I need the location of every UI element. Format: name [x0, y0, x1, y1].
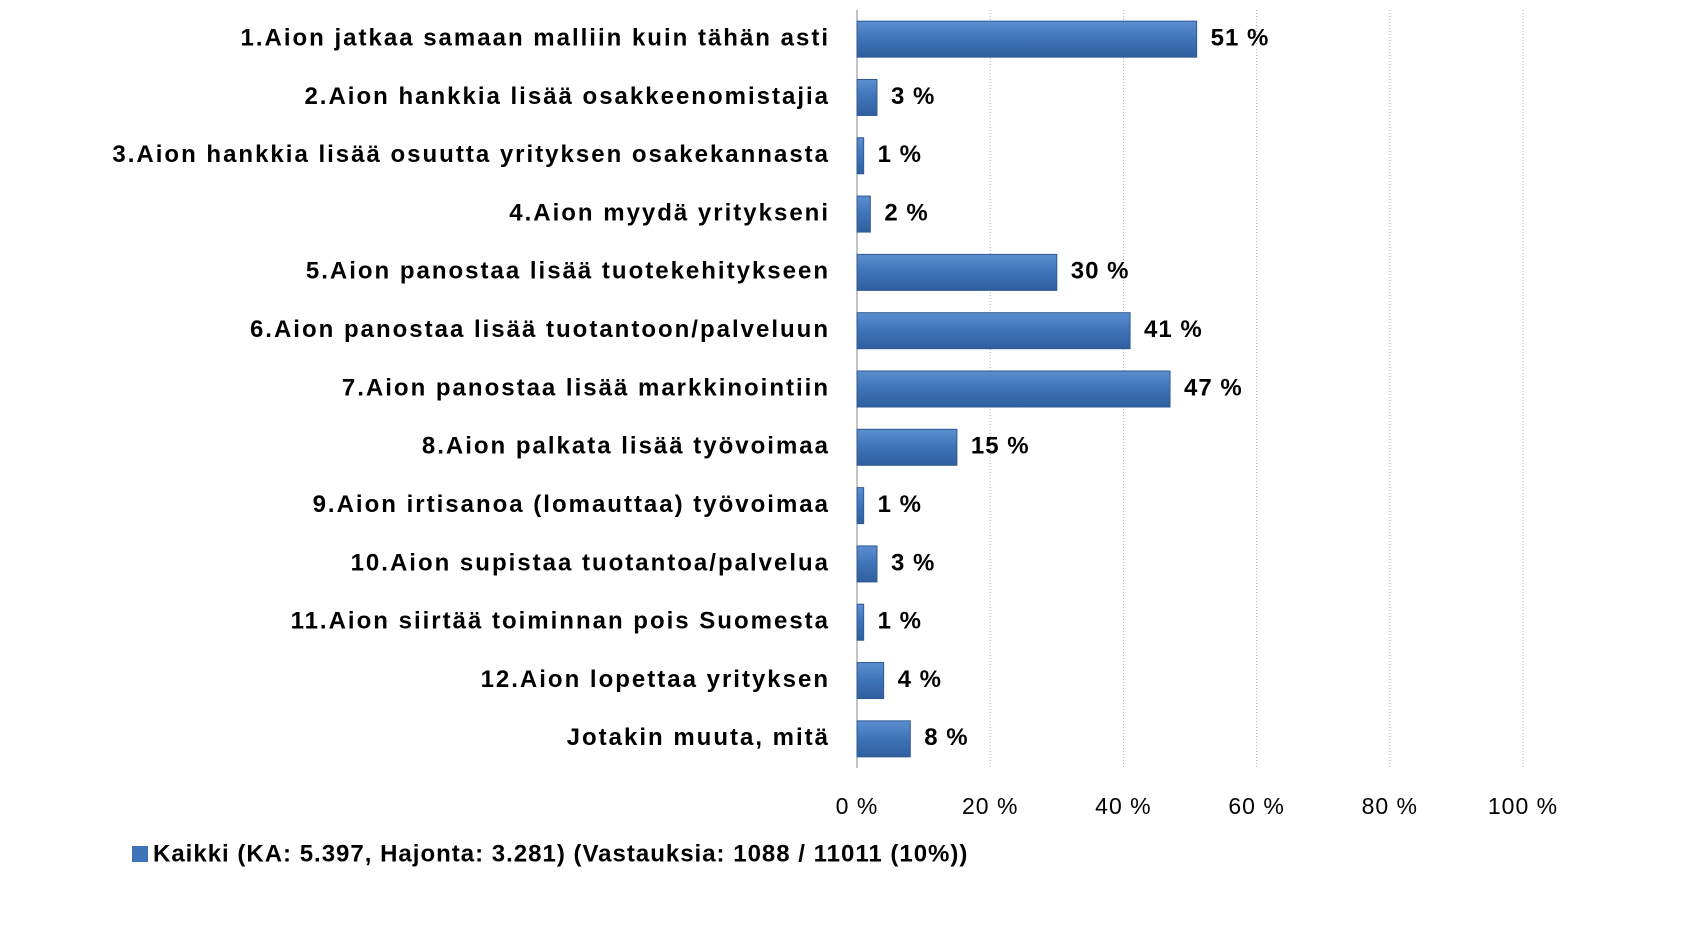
- bar: [856, 20, 1198, 58]
- data-label: 15 %: [971, 433, 1030, 460]
- bar: [856, 662, 885, 700]
- x-tick-label: 60 %: [1228, 793, 1284, 819]
- category-label: 8.Aion palkata lisää työvoimaa: [422, 433, 830, 460]
- data-label: 41 %: [1144, 316, 1203, 343]
- bar: [856, 603, 865, 641]
- x-tick-label: 0 %: [836, 793, 879, 819]
- category-label: 7.Aion panostaa lisää markkinointiin: [342, 374, 830, 401]
- category-label: 3.Aion hankkia lisää osuutta yrityksen o…: [112, 141, 830, 168]
- category-label: 1.Aion jatkaa samaan malliin kuin tähän …: [240, 24, 830, 51]
- bar: [856, 370, 1171, 408]
- data-label: 3 %: [891, 83, 935, 110]
- data-label: 8 %: [924, 724, 968, 751]
- bar: [856, 312, 1131, 350]
- legend-swatch: [132, 846, 148, 862]
- data-label: 30 %: [1071, 258, 1130, 285]
- x-tick-label: 40 %: [1095, 793, 1151, 819]
- category-label: 2.Aion hankkia lisää osakkeenomistajia: [304, 83, 830, 110]
- bar: [856, 78, 878, 116]
- bar: [856, 428, 958, 466]
- data-label: 4 %: [898, 666, 942, 693]
- category-label: 9.Aion irtisanoa (lomauttaa) työvoimaa: [313, 491, 830, 518]
- x-tick-label: 100 %: [1488, 793, 1558, 819]
- data-label: 1 %: [878, 141, 922, 168]
- data-label: 47 %: [1184, 374, 1243, 401]
- category-label: Jotakin muuta, mitä: [567, 724, 830, 751]
- data-label: 1 %: [878, 491, 922, 518]
- data-label: 3 %: [891, 549, 935, 576]
- bar: [856, 137, 865, 175]
- bar: [856, 720, 911, 758]
- legend-label: Kaikki (KA: 5.397, Hajonta: 3.281) (Vast…: [153, 840, 968, 867]
- bar: [856, 487, 865, 525]
- category-label: 4.Aion myydä yritykseni: [509, 199, 830, 226]
- category-label: 10.Aion supistaa tuotantoa/palvelua: [351, 549, 830, 576]
- data-label: 1 %: [878, 608, 922, 635]
- data-label: 51 %: [1211, 24, 1270, 51]
- x-tick-label: 80 %: [1362, 793, 1418, 819]
- bar: [856, 195, 871, 233]
- category-label: 6.Aion panostaa lisää tuotantoon/palvelu…: [250, 316, 830, 343]
- bar: [856, 545, 878, 583]
- data-label: 2 %: [884, 199, 928, 226]
- category-label: 12.Aion lopettaa yrityksen: [481, 666, 830, 693]
- category-label: 5.Aion panostaa lisää tuotekehitykseen: [306, 258, 830, 285]
- x-tick-label: 20 %: [962, 793, 1018, 819]
- category-label: 11.Aion siirtää toiminnan pois Suomesta: [291, 608, 830, 635]
- bar: [856, 253, 1058, 291]
